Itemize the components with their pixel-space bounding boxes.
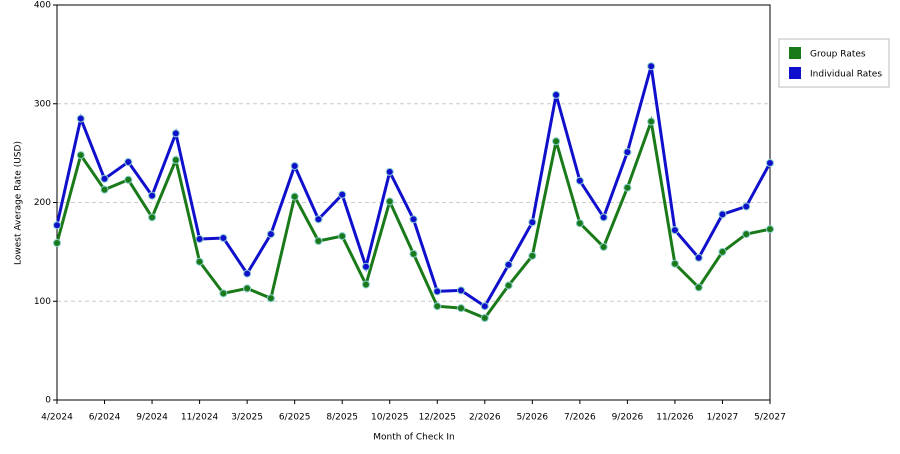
x-tick-label: 6/2024 xyxy=(89,413,121,423)
x-tick-label: 9/2026 xyxy=(612,413,644,423)
data-point xyxy=(480,314,489,323)
data-point xyxy=(290,192,299,201)
legend-label: Group Rates xyxy=(810,50,866,60)
x-tick-label: 5/2026 xyxy=(516,413,548,423)
data-point xyxy=(361,262,370,271)
data-point xyxy=(100,185,109,194)
data-point xyxy=(433,302,442,311)
data-point xyxy=(314,237,323,246)
data-point xyxy=(266,230,275,239)
data-point xyxy=(195,235,204,244)
data-point xyxy=(385,197,394,206)
x-tick-label: 5/2027 xyxy=(754,413,786,423)
data-point xyxy=(670,259,679,268)
data-point xyxy=(53,221,61,230)
plot-frame xyxy=(56,4,771,401)
x-tick-label: 3/2025 xyxy=(231,413,263,423)
data-point xyxy=(528,251,537,260)
legend-swatch xyxy=(789,47,801,59)
data-point xyxy=(409,215,418,224)
y-tick-label: 200 xyxy=(34,198,51,208)
data-point xyxy=(575,176,584,185)
data-point xyxy=(718,210,727,219)
data-point xyxy=(457,286,466,295)
data-point xyxy=(647,62,656,71)
y-tick-label: 400 xyxy=(34,1,51,11)
data-point xyxy=(766,159,774,167)
data-point xyxy=(528,218,537,227)
data-point xyxy=(766,225,774,234)
data-point xyxy=(219,234,228,243)
x-tick-label: 1/2027 xyxy=(707,413,739,423)
x-tick-label: 10/2025 xyxy=(371,413,408,423)
data-point xyxy=(338,190,347,199)
data-point xyxy=(552,137,561,146)
data-point xyxy=(219,289,228,298)
data-point xyxy=(623,183,632,192)
data-point xyxy=(694,283,703,292)
data-point xyxy=(575,219,584,228)
data-point xyxy=(124,175,133,184)
data-point xyxy=(76,151,85,160)
data-point xyxy=(623,148,632,157)
data-point xyxy=(171,156,180,165)
legend-box xyxy=(778,38,890,88)
data-point xyxy=(100,174,109,183)
data-point xyxy=(433,287,442,296)
y-tick-label: 100 xyxy=(34,297,51,307)
x-tick-label: 2/2026 xyxy=(469,413,501,423)
data-point xyxy=(409,249,418,258)
data-point xyxy=(124,158,133,167)
data-point xyxy=(670,226,679,235)
x-tick-label: 11/2024 xyxy=(181,413,219,423)
x-tick-label: 9/2024 xyxy=(136,413,168,423)
legend-label: Individual Rates xyxy=(810,70,882,80)
data-point xyxy=(338,232,347,241)
data-point xyxy=(504,281,513,290)
data-point xyxy=(480,302,489,311)
y-tick-label: 300 xyxy=(34,99,51,109)
x-tick-label: 4/2024 xyxy=(41,413,73,423)
data-point xyxy=(314,215,323,224)
data-point xyxy=(552,90,561,99)
data-point xyxy=(599,213,608,222)
data-point xyxy=(599,242,608,251)
data-point xyxy=(243,269,252,278)
x-tick-label: 12/2025 xyxy=(419,413,456,423)
data-point xyxy=(195,257,204,266)
data-point xyxy=(171,129,180,138)
data-point xyxy=(647,117,656,126)
data-point xyxy=(385,167,394,176)
data-point xyxy=(290,161,299,170)
data-point xyxy=(694,253,703,262)
x-tick-label: 8/2025 xyxy=(326,413,358,423)
x-axis-label: Month of Check In xyxy=(373,433,455,443)
y-tick-label: 0 xyxy=(45,396,51,406)
data-point xyxy=(76,114,85,123)
x-tick-label: 11/2026 xyxy=(656,413,694,423)
data-point xyxy=(742,230,751,239)
legend-swatch xyxy=(789,67,801,79)
x-tick-label: 7/2026 xyxy=(564,413,596,423)
data-point xyxy=(504,260,513,269)
y-axis-label: Lowest Average Rate (USD) xyxy=(14,141,24,265)
data-point xyxy=(457,304,466,313)
data-point xyxy=(243,284,252,293)
x-tick-label: 6/2025 xyxy=(279,413,311,423)
data-point xyxy=(266,294,275,303)
data-point xyxy=(53,238,61,247)
data-point xyxy=(742,202,751,211)
data-point xyxy=(361,280,370,289)
data-point xyxy=(148,213,157,222)
data-point xyxy=(148,191,157,200)
data-point xyxy=(718,247,727,256)
